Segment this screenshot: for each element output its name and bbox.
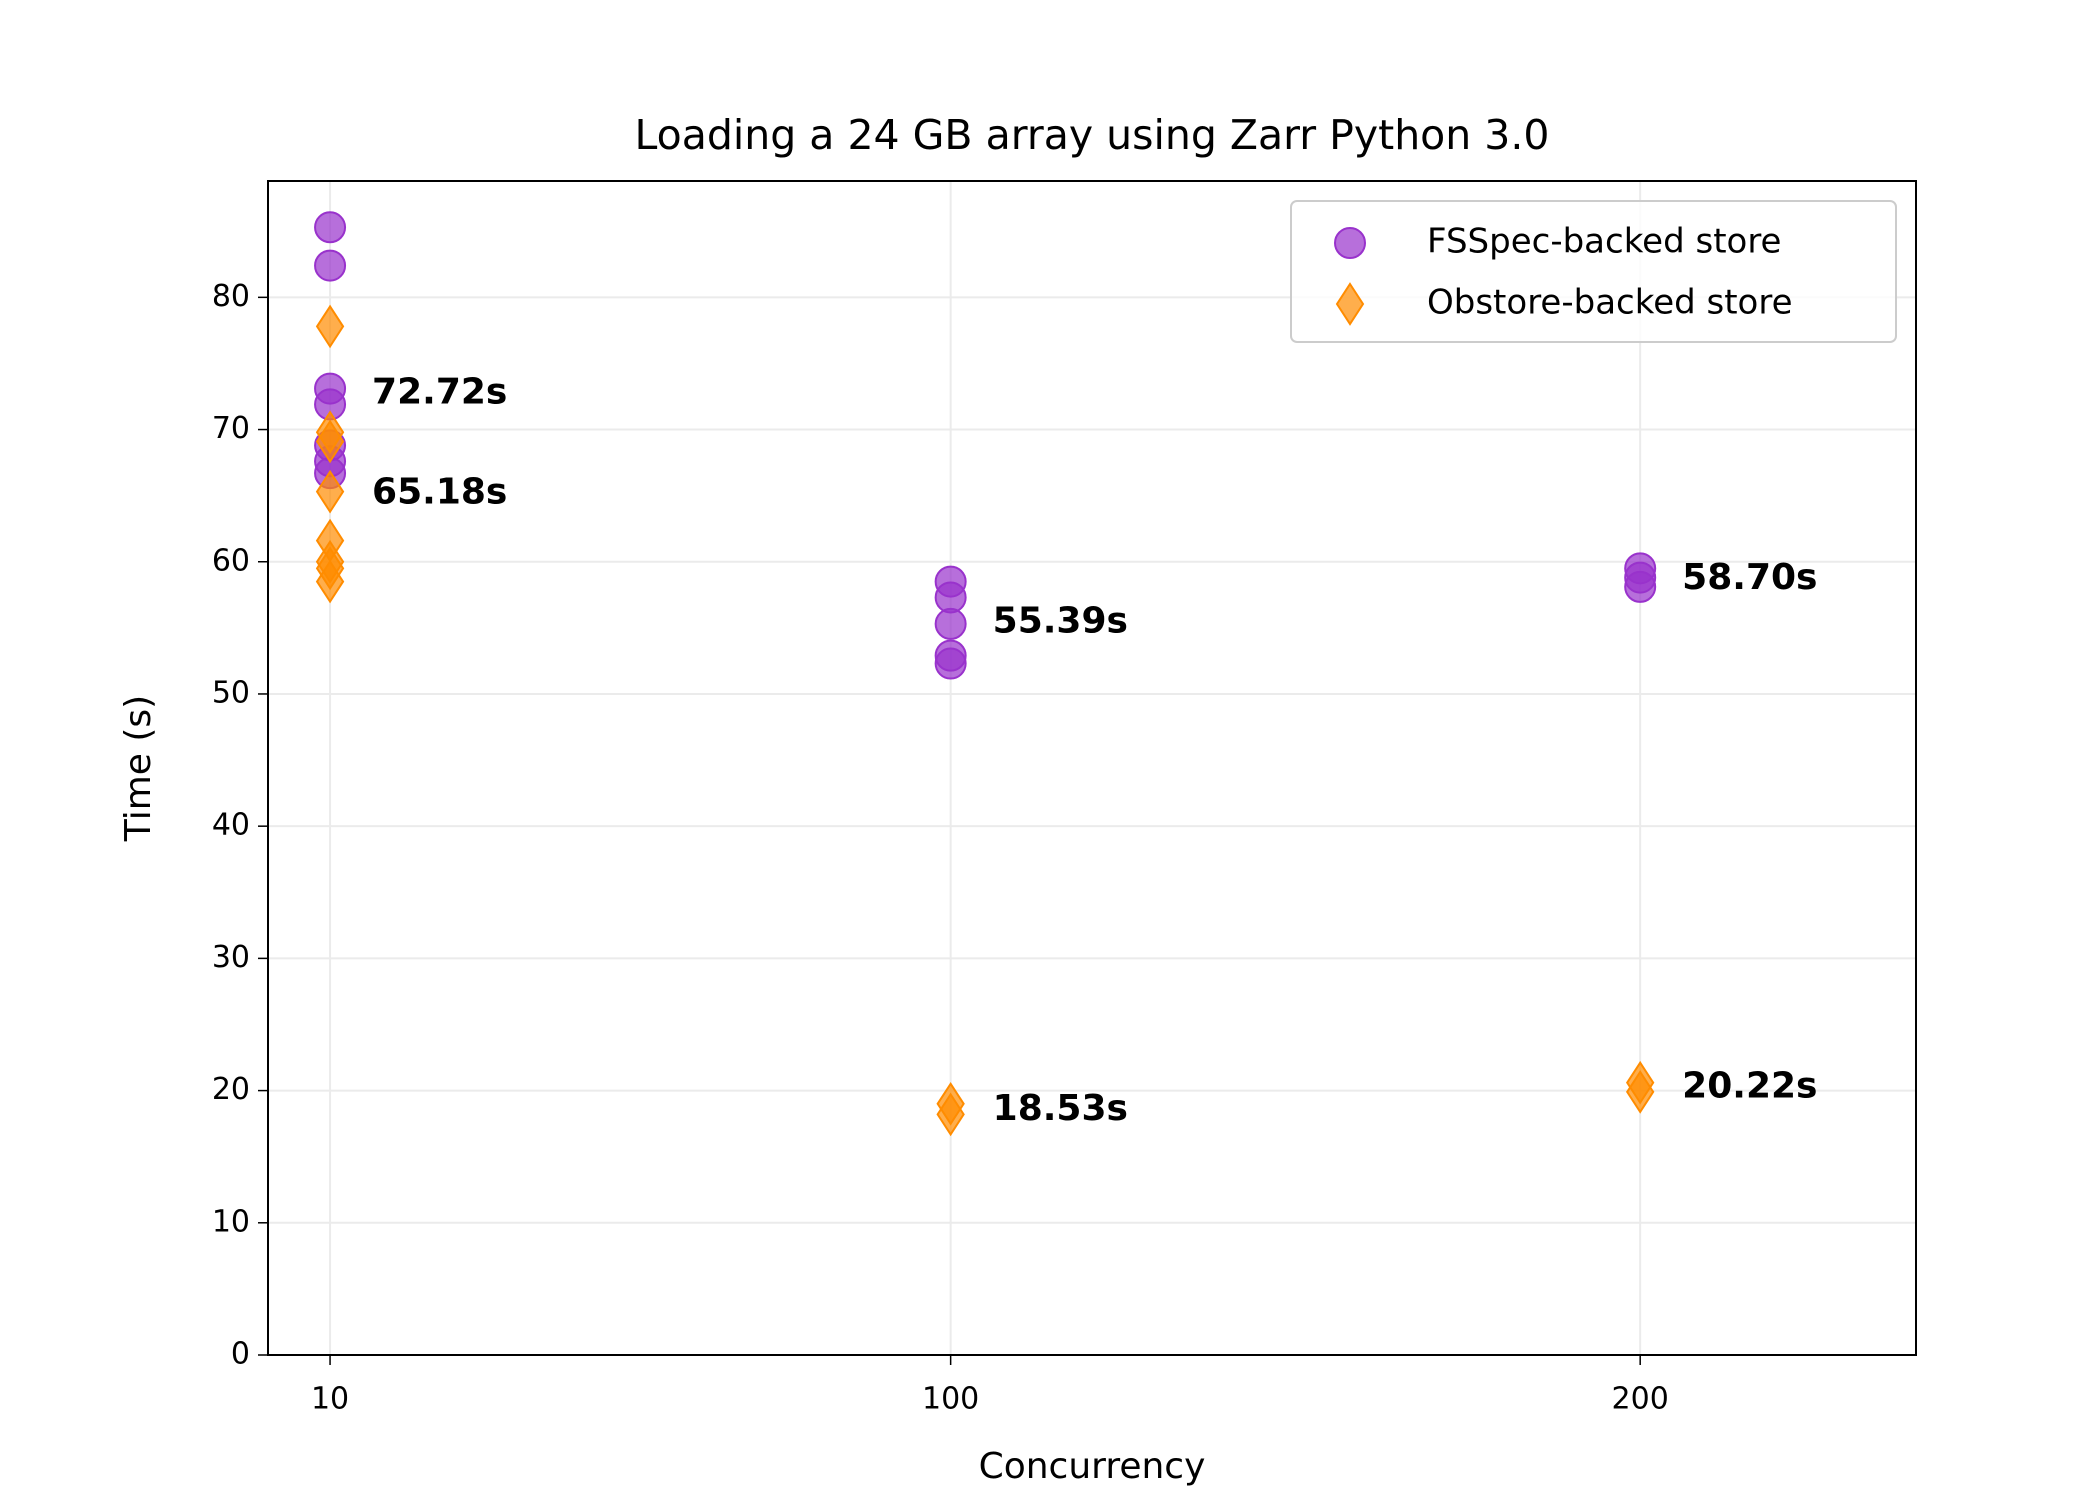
y-axis-label: Time (s) (118, 695, 159, 842)
point (315, 469, 345, 514)
annotation: 20.22s (1682, 1066, 1817, 1107)
x-tick-label: 10 (311, 1382, 349, 1417)
y-tick-label: 80 (212, 279, 250, 314)
annotation: 55.39s (993, 601, 1128, 642)
legend-label: FSSpec-backed store (1427, 222, 1781, 262)
point (934, 607, 967, 640)
chart-title: Loading a 24 GB array using Zarr Python … (635, 111, 1550, 159)
y-tick-label: 60 (212, 543, 250, 578)
x-axis-label: Concurrency (979, 1446, 1206, 1487)
legend-marker (1335, 282, 1365, 326)
y-tick-label: 0 (231, 1337, 250, 1372)
y-tick-label: 30 (212, 940, 250, 975)
point (934, 647, 967, 680)
legend-marker (1334, 227, 1366, 259)
y-tick-label: 70 (212, 411, 250, 446)
annotation: 65.18s (372, 471, 507, 512)
y-tick-label: 50 (212, 675, 250, 710)
legend-box (1290, 200, 1897, 343)
x-tick-label: 200 (1612, 1382, 1669, 1417)
point (314, 249, 347, 282)
legend-label: Obstore-backed store (1427, 283, 1793, 323)
point (315, 304, 345, 349)
point (314, 211, 347, 244)
point (936, 1092, 965, 1137)
annotation: 58.70s (1682, 557, 1817, 598)
point (315, 419, 345, 464)
plot-frame (267, 180, 1917, 1356)
point (1625, 1070, 1655, 1114)
point (1624, 570, 1657, 603)
annotation: 18.53s (993, 1088, 1128, 1129)
point (315, 559, 345, 604)
x-tick-label: 100 (922, 1382, 979, 1417)
annotation: 72.72s (372, 372, 507, 413)
y-tick-label: 10 (212, 1204, 250, 1239)
legend: FSSpec-backed store Obstore-backed store (1290, 200, 1897, 343)
y-tick-label: 20 (212, 1072, 250, 1107)
y-tick-label: 40 (212, 808, 250, 843)
